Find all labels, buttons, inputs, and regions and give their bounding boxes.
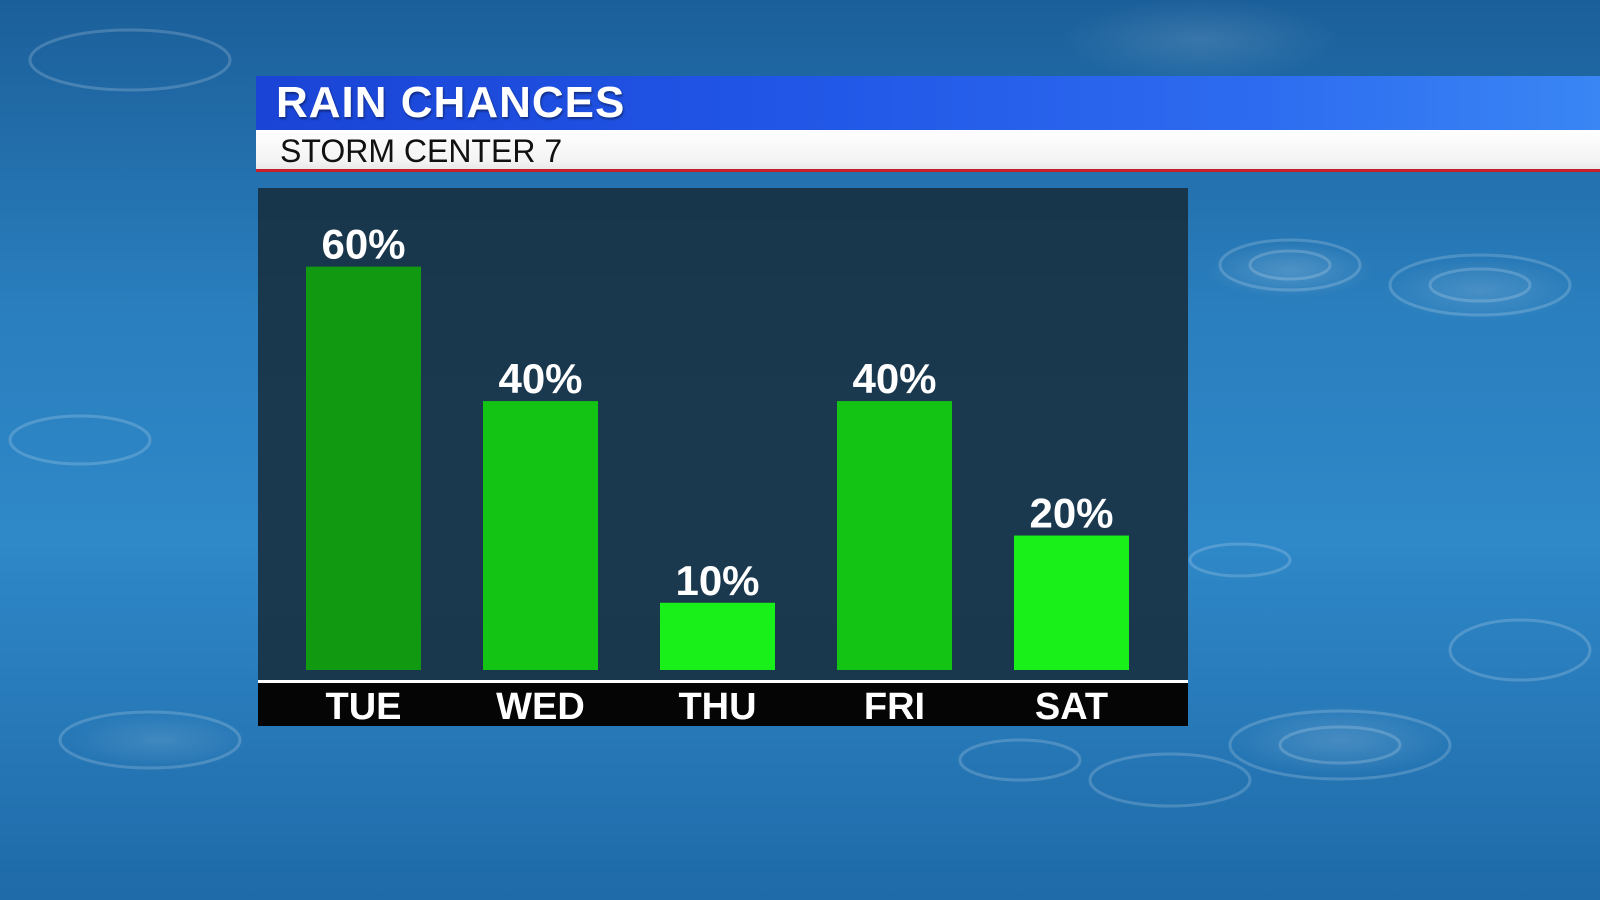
bar-wed: [483, 401, 598, 670]
x-axis-strip: [258, 680, 1188, 726]
data-label-wed: 40%: [498, 355, 582, 402]
x-tick-sat: SAT: [1035, 686, 1108, 726]
bar-thu: [660, 602, 775, 670]
subtitle-bar: STORM CENTER 7: [256, 130, 1600, 172]
data-label-thu: 10%: [675, 557, 759, 604]
data-label-tue: 60%: [321, 221, 405, 268]
x-tick-thu: THU: [678, 686, 756, 726]
data-label-sat: 20%: [1029, 490, 1113, 537]
x-tick-fri: FRI: [864, 686, 925, 726]
bar-sat: [1014, 535, 1129, 670]
chart-title: RAIN CHANCES: [276, 78, 626, 127]
data-label-fri: 40%: [852, 355, 936, 402]
x-tick-wed: WED: [496, 686, 585, 726]
chart-subtitle: STORM CENTER 7: [280, 133, 563, 169]
rain-chance-bar-chart: 60% TUE 40% WED 10% THU 40% FRI 20% SAT: [306, 221, 1129, 726]
title-bar: RAIN CHANCES: [256, 76, 1600, 130]
x-tick-tue: TUE: [326, 686, 402, 726]
bar-fri: [837, 401, 952, 670]
bar-tue: [306, 266, 421, 670]
